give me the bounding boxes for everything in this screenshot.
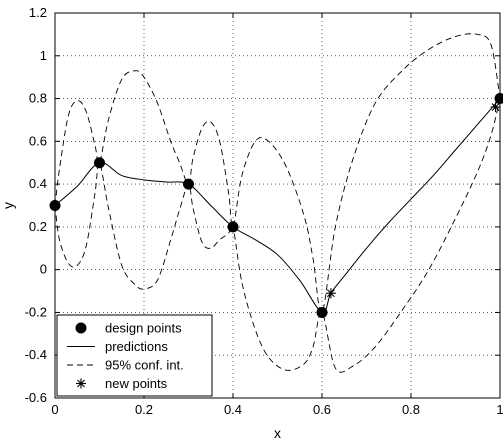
y-tick-label: -0.4 [25, 347, 47, 362]
star-stroke [77, 379, 85, 388]
new-point [325, 288, 336, 299]
y-tick-label: -0.2 [25, 304, 47, 319]
y-axis-label: y [0, 202, 16, 209]
x-tick-label: 0 [51, 402, 58, 417]
legend-design-point-swatch [75, 322, 87, 334]
x-tick-label: 0.8 [402, 402, 420, 417]
legend-label: predictions [105, 339, 168, 354]
conf-upper-line [54, 33, 501, 313]
conf-lower-line [54, 98, 501, 373]
y-tick-label: 0.2 [29, 219, 47, 234]
design-point [183, 178, 194, 190]
ticks: 0 0.2 0.4 0.6 0.8 1 -0.6 -0.4 -0.2 0 0.2 0.4 0.6 0.8 1… [25, 5, 503, 417]
x-tick-label: 1 [496, 402, 503, 417]
y-tick-label: 1 [40, 48, 47, 63]
x-tick-label: 0.2 [135, 402, 153, 417]
star-stroke [326, 289, 335, 298]
legend-item: new points [76, 376, 168, 391]
design-point [316, 306, 328, 318]
x-tick-label: 0.4 [224, 402, 242, 417]
y-tick-label: 0.8 [29, 91, 47, 106]
legend-label: 95% conf. int. [105, 358, 184, 373]
legend-label: design points [105, 321, 182, 336]
markers-layer [49, 93, 503, 318]
star-stroke [491, 103, 500, 112]
y-tick-label: 0.4 [29, 176, 47, 191]
predictions-line [54, 98, 501, 313]
y-tick-label: 0 [40, 262, 47, 277]
series-layer [54, 33, 501, 373]
design-point [94, 157, 105, 169]
y-tick-label: 0.6 [29, 133, 47, 148]
legend-item: 95% conf. int. [67, 358, 184, 373]
x-axis-label: x [274, 425, 281, 441]
legend-item: predictions [67, 339, 168, 354]
legend-item: design points [75, 321, 182, 336]
new-point [490, 102, 501, 113]
y-tick-label: 1.2 [29, 5, 47, 20]
design-point [227, 221, 239, 233]
plot-frame [54, 12, 501, 399]
legend-new-point-swatch [76, 378, 86, 389]
y-tick-label: -0.6 [25, 390, 47, 405]
legend: design points predictions 95% conf. int. ne… [56, 314, 213, 397]
legend-label: new points [105, 376, 168, 391]
x-tick-label: 0.6 [313, 402, 331, 417]
